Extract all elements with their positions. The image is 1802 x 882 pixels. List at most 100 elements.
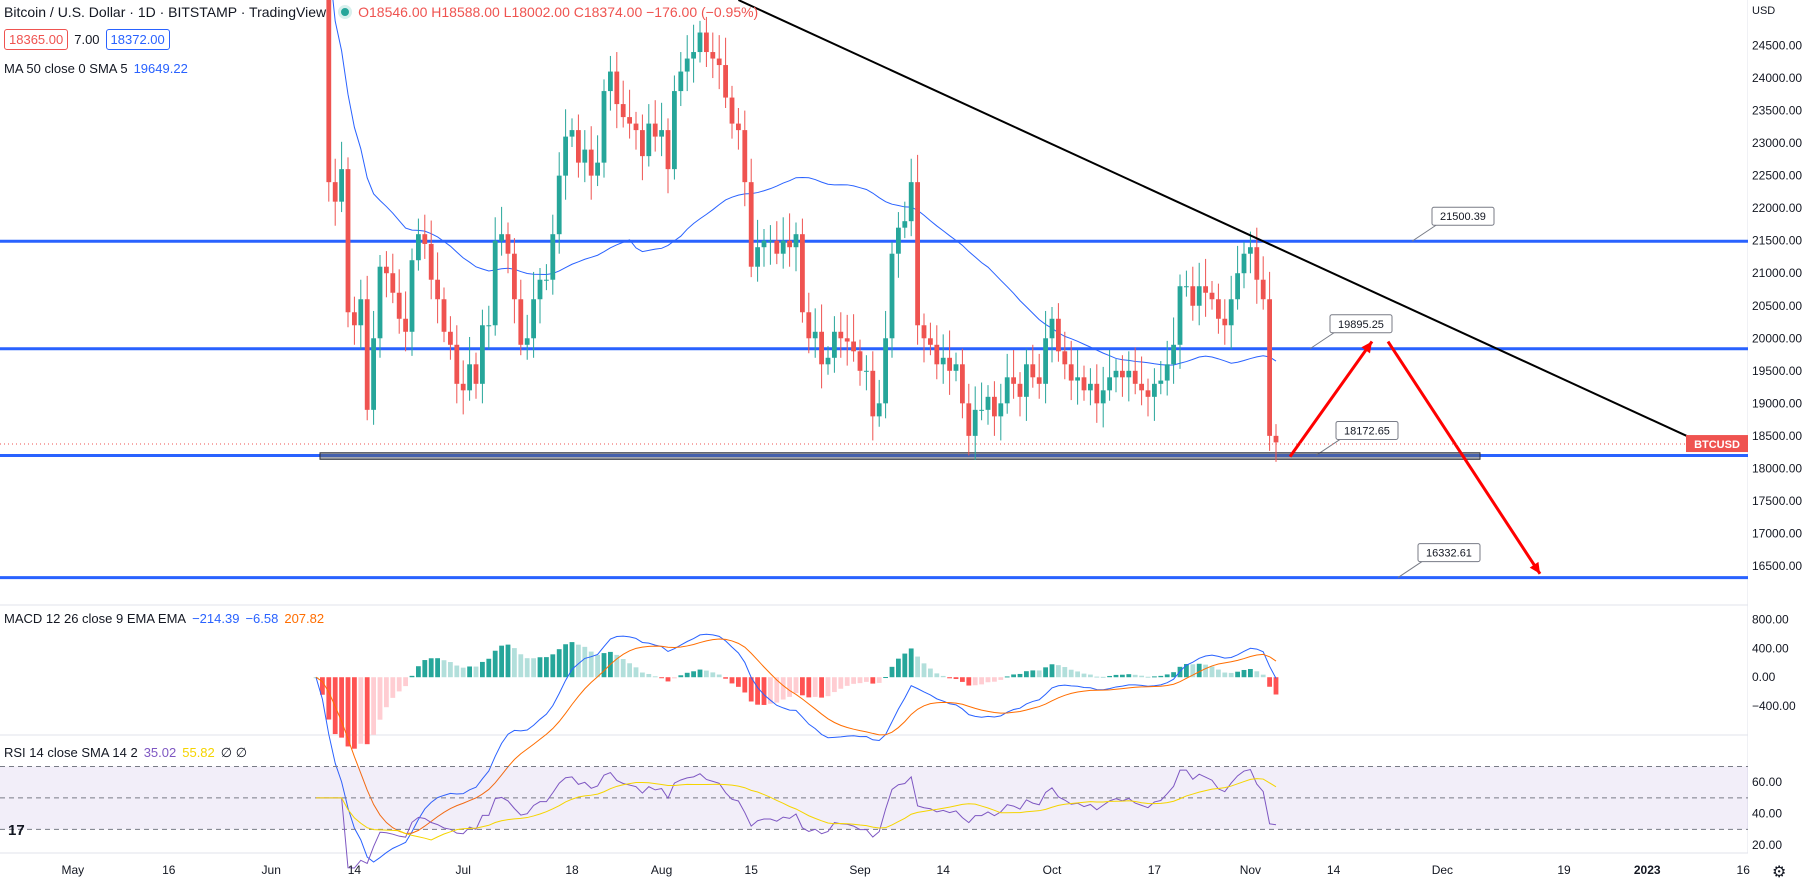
time-tick-label: Aug — [651, 863, 672, 877]
candle-body — [723, 65, 728, 98]
macd-bar — [1004, 676, 1010, 678]
macd-bar — [473, 666, 479, 678]
macd-bar — [448, 662, 453, 678]
sell-button[interactable]: 18365.00 — [4, 29, 69, 50]
callout-text: 18172.65 — [1344, 425, 1390, 437]
signal-line — [315, 638, 1277, 834]
macd-bar — [742, 677, 748, 693]
price-tick-label: 17500.00 — [1752, 494, 1802, 508]
candle-body — [480, 325, 485, 384]
macd-bar — [1024, 671, 1029, 678]
candle-body — [550, 234, 556, 280]
candle-body — [1056, 318, 1061, 352]
macd-bar — [1043, 667, 1048, 678]
symbol-legend[interactable]: Bitcoin / U.S. Dollar · 1D · BITSTAMP · … — [4, 4, 764, 21]
time-tick-label: 16 — [1737, 863, 1751, 877]
macd-bar — [640, 672, 645, 678]
candle-body — [384, 266, 389, 274]
macd-bar — [428, 658, 434, 678]
candle-body — [1024, 364, 1029, 397]
macd-bar — [480, 661, 485, 678]
bid-ask-row[interactable]: 18365.00 7.00 18372.00 — [4, 29, 176, 50]
time-tick-label: 14 — [1327, 863, 1341, 877]
candle-body — [371, 338, 376, 410]
callout-text: 21500.39 — [1440, 211, 1486, 223]
macd-bar — [889, 666, 895, 678]
candle-body — [889, 253, 895, 339]
macd-pane — [313, 633, 1279, 863]
macd-bar — [1171, 672, 1176, 678]
macd-bar — [384, 677, 389, 708]
macd-bar — [1222, 672, 1228, 678]
candle-body — [345, 169, 351, 313]
rsi-sma-line — [316, 778, 1277, 841]
macd-bar — [1164, 674, 1170, 678]
macd-bar — [492, 650, 498, 678]
candle-body — [819, 331, 824, 365]
candle-body — [524, 338, 530, 345]
candle-body — [416, 234, 421, 261]
candle-body — [1177, 286, 1183, 345]
candle-body — [422, 234, 428, 244]
macd-bar — [876, 677, 882, 683]
candle-body — [940, 357, 946, 365]
macd-bar — [908, 648, 914, 678]
price-tick-label: 23000.00 — [1752, 136, 1802, 150]
candle-body — [729, 97, 735, 124]
macd-bar — [576, 644, 581, 678]
candle-body — [1241, 253, 1247, 274]
macd-bar — [1184, 663, 1189, 678]
trend-line — [737, 0, 1713, 449]
candle-body — [544, 279, 549, 281]
macd-bar — [1049, 664, 1055, 678]
candle-body — [652, 123, 658, 137]
macd-bar — [992, 677, 997, 682]
buy-button[interactable]: 18372.00 — [105, 29, 170, 50]
candle-body — [614, 71, 620, 105]
callout-pointer — [1309, 332, 1335, 350]
candle-body — [1004, 377, 1010, 404]
candle-body — [921, 325, 927, 339]
candle-body — [486, 325, 492, 327]
macd-bar — [435, 658, 440, 678]
breakdown-arrow — [1386, 340, 1542, 575]
gear-icon[interactable]: ⚙ — [1772, 864, 1787, 881]
macd-bar — [793, 677, 799, 694]
tradingview-logo-icon[interactable]: 17 — [8, 822, 25, 839]
candle-body — [409, 260, 415, 332]
candle-body — [985, 396, 991, 410]
ma50-path — [332, 0, 1277, 366]
macd-legend[interactable]: MACD 12 26 close 9 EMA EMA −214.39 −6.58 20… — [4, 611, 330, 626]
candle-body — [640, 130, 645, 157]
macd-bar — [736, 677, 741, 687]
candle-body — [915, 182, 920, 326]
macd-bar — [556, 649, 562, 678]
candle-body — [960, 364, 965, 404]
candle-body — [998, 403, 1004, 417]
candle-body — [1068, 364, 1074, 381]
callout-pointer — [1411, 224, 1437, 242]
macd-bar — [646, 673, 652, 678]
candle-body — [800, 234, 805, 313]
candle-body — [896, 227, 901, 254]
candle-body — [787, 240, 792, 248]
macd-bar — [755, 677, 760, 705]
currency-label: USD — [1752, 5, 1775, 17]
ma-legend[interactable]: MA 50 close 0 SMA 5 19649.22 — [4, 61, 194, 76]
candle-body — [876, 403, 882, 417]
candle-body — [1126, 370, 1132, 378]
macd-bar — [851, 677, 856, 684]
callout-box — [1335, 420, 1399, 440]
candle-body — [947, 357, 952, 371]
arrow-head — [1361, 341, 1372, 354]
candle-body — [1049, 318, 1055, 339]
rsi-legend[interactable]: RSI 14 close SMA 14 2 35.02 55.82 ∅ ∅ — [4, 745, 253, 761]
candle-body — [396, 292, 402, 319]
macd-bar — [761, 677, 767, 705]
candle-body — [1196, 286, 1202, 306]
time-tick-label: Dec — [1432, 863, 1453, 877]
price-tick-label: 21000.00 — [1752, 266, 1802, 280]
candle-body — [953, 364, 959, 371]
macd-bar — [1120, 674, 1125, 678]
